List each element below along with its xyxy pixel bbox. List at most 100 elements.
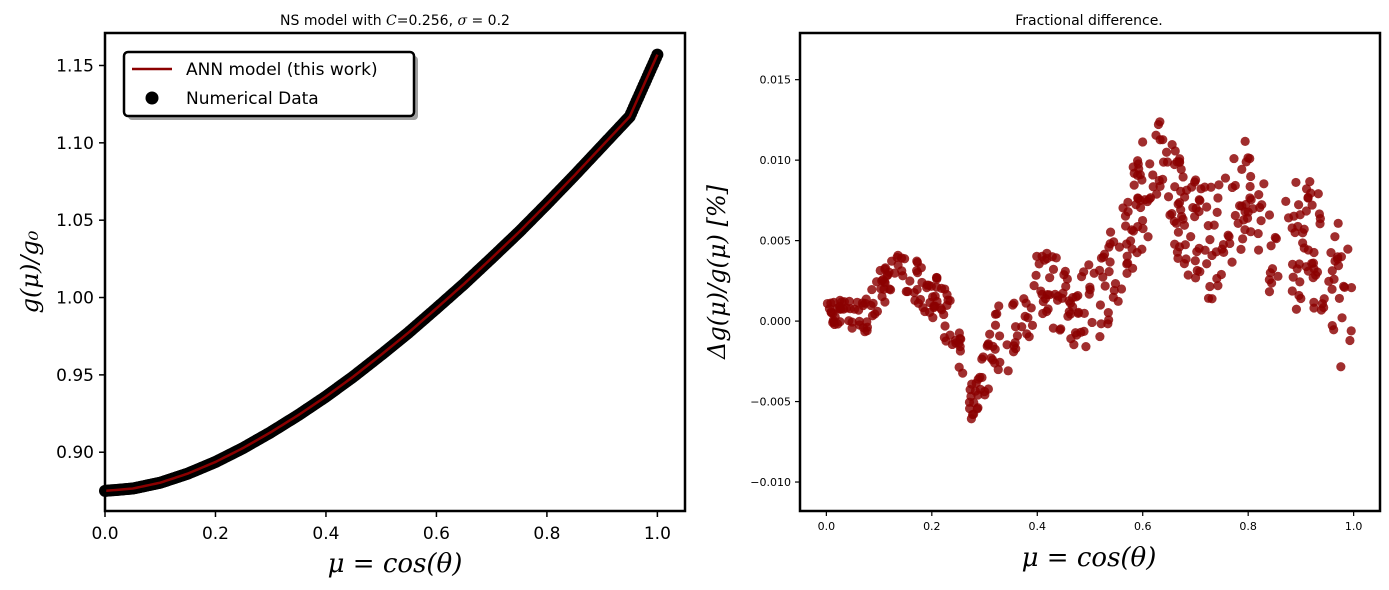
- diff-point: [847, 317, 857, 327]
- diff-point: [1191, 175, 1201, 185]
- y-tick-label: 0.015: [760, 74, 792, 87]
- left-y-axis-label: g(μ)/g₀: [16, 230, 44, 313]
- diff-point: [1214, 180, 1224, 190]
- diff-point: [836, 304, 846, 314]
- diff-point: [1303, 245, 1313, 255]
- diff-point: [1010, 337, 1020, 348]
- diff-point: [1195, 267, 1205, 277]
- diff-point: [1027, 320, 1038, 330]
- diff-point: [866, 300, 876, 311]
- diff-point: [1186, 232, 1196, 242]
- x-tick-label: 0.4: [312, 524, 339, 544]
- diff-point: [1281, 196, 1291, 206]
- diff-point: [1316, 305, 1326, 315]
- x-tick-label: 0.8: [1239, 520, 1257, 533]
- diff-point: [1259, 179, 1269, 189]
- diff-point: [915, 294, 926, 305]
- diff-point: [1100, 281, 1110, 291]
- diff-point: [1240, 136, 1250, 146]
- diff-point: [975, 372, 985, 382]
- diff-point: [1227, 257, 1237, 267]
- diff-point: [1206, 182, 1216, 192]
- diff-point: [1292, 264, 1302, 274]
- y-tick-label: 0.95: [56, 366, 94, 386]
- diff-point: [1158, 174, 1168, 184]
- diff-point: [1294, 290, 1304, 301]
- diff-point: [1002, 340, 1012, 350]
- diff-point: [1145, 159, 1155, 169]
- diff-point: [1031, 270, 1041, 280]
- diff-point: [994, 301, 1004, 311]
- diff-point: [1061, 281, 1071, 292]
- diff-point: [1153, 119, 1164, 130]
- diff-point: [993, 364, 1003, 375]
- diff-point: [1121, 239, 1132, 249]
- diff-point: [1138, 223, 1148, 234]
- diff-point: [932, 274, 942, 284]
- diff-point: [1346, 326, 1356, 336]
- diff-point: [1217, 244, 1227, 254]
- diff-point: [1195, 196, 1205, 206]
- diff-point: [1173, 227, 1183, 237]
- diff-point: [900, 254, 910, 264]
- diff-point: [1123, 258, 1133, 268]
- diff-point: [1144, 194, 1154, 204]
- diff-point: [918, 303, 928, 313]
- diff-point: [1246, 171, 1256, 182]
- diff-point: [870, 309, 880, 319]
- diff-point: [912, 284, 922, 295]
- diff-point: [912, 256, 922, 266]
- legend-label-ann: ANN model (this work): [186, 60, 378, 80]
- diff-point: [1045, 273, 1055, 283]
- x-tick-label: 0.8: [533, 524, 560, 544]
- diff-point: [1169, 216, 1179, 226]
- diff-point: [1170, 239, 1180, 249]
- diff-point: [1264, 210, 1275, 220]
- diff-point: [994, 331, 1005, 341]
- diff-point: [1345, 335, 1355, 346]
- diff-point: [1220, 173, 1231, 183]
- diff-point: [1213, 281, 1223, 291]
- diff-point: [930, 291, 940, 301]
- diff-point: [929, 301, 939, 311]
- diff-point: [1137, 244, 1147, 254]
- diff-point: [867, 284, 877, 295]
- diff-point: [1207, 250, 1217, 261]
- diff-point: [1346, 282, 1357, 293]
- diff-point: [1245, 181, 1255, 192]
- diff-point: [1179, 220, 1190, 230]
- diff-point: [1313, 189, 1323, 199]
- diff-point: [1205, 281, 1215, 292]
- left-legend: ANN model (this work) Numerical Data: [122, 50, 418, 120]
- diff-point: [1333, 218, 1343, 228]
- diff-point: [1170, 146, 1180, 156]
- diff-point: [966, 414, 976, 424]
- diff-point: [1327, 266, 1337, 276]
- diff-point: [1148, 170, 1158, 180]
- diff-point: [1008, 347, 1019, 357]
- y-tick-label: 0.010: [760, 154, 792, 167]
- diff-point: [1066, 333, 1076, 344]
- diff-point: [1079, 326, 1089, 336]
- diff-point: [854, 305, 864, 315]
- left-x-ticks: 0.0 0.2 0.4 0.6 0.8 1.0: [91, 511, 671, 544]
- x-tick-label: 0.6: [423, 524, 450, 544]
- diff-point: [1172, 247, 1183, 257]
- diff-point: [1334, 293, 1344, 304]
- diff-point: [1273, 271, 1283, 281]
- diff-point: [1224, 232, 1234, 242]
- diff-point: [1095, 300, 1106, 310]
- diff-point: [1301, 184, 1312, 194]
- diff-point: [987, 355, 998, 365]
- diff-point: [1291, 177, 1301, 188]
- diff-point: [1110, 279, 1121, 289]
- diff-point: [1098, 272, 1108, 282]
- diff-point: [1253, 245, 1264, 255]
- diff-point: [941, 336, 951, 346]
- legend-label-data: Numerical Data: [186, 89, 319, 109]
- diff-point: [1158, 157, 1169, 167]
- diff-point: [1327, 321, 1337, 331]
- diff-point: [1152, 189, 1162, 199]
- diff-point: [1333, 252, 1343, 262]
- diff-point: [1029, 281, 1039, 291]
